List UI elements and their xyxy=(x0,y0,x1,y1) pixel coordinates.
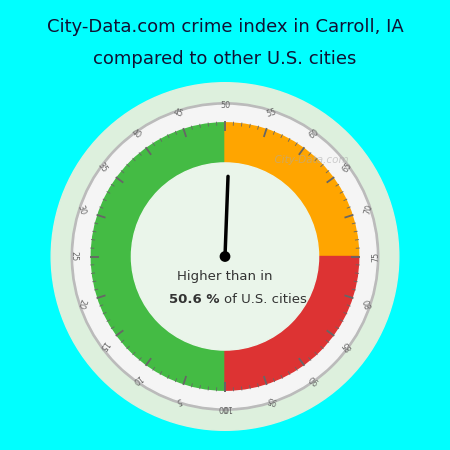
Text: City-Data.com: City-Data.com xyxy=(268,155,348,165)
Text: 75: 75 xyxy=(372,252,381,261)
Text: of U.S. cities: of U.S. cities xyxy=(224,293,306,306)
Wedge shape xyxy=(225,256,359,390)
Wedge shape xyxy=(91,123,225,390)
Text: 35: 35 xyxy=(96,161,109,175)
Text: 5: 5 xyxy=(175,395,182,405)
Text: 90: 90 xyxy=(307,372,320,385)
Text: Higher than in: Higher than in xyxy=(177,270,273,283)
Circle shape xyxy=(71,103,379,410)
Text: 50: 50 xyxy=(220,101,230,110)
Text: 0: 0 xyxy=(222,403,228,412)
Text: 10: 10 xyxy=(130,372,143,385)
Circle shape xyxy=(74,105,376,408)
Text: 60: 60 xyxy=(307,128,320,141)
Circle shape xyxy=(131,163,319,350)
Wedge shape xyxy=(225,123,359,256)
Text: compared to other U.S. cities: compared to other U.S. cities xyxy=(93,50,357,68)
Text: 50.6 %: 50.6 % xyxy=(169,293,220,306)
Text: 95: 95 xyxy=(266,394,278,406)
Text: 85: 85 xyxy=(341,338,354,352)
Text: 100: 100 xyxy=(217,403,233,412)
Text: 20: 20 xyxy=(76,297,87,310)
Text: 65: 65 xyxy=(341,161,354,175)
Circle shape xyxy=(220,252,230,261)
Text: 40: 40 xyxy=(130,128,143,141)
Text: 25: 25 xyxy=(69,252,78,261)
Text: 45: 45 xyxy=(172,107,184,119)
Text: 80: 80 xyxy=(363,297,374,309)
Text: 55: 55 xyxy=(266,107,278,119)
Text: City-Data.com crime index in Carroll, IA: City-Data.com crime index in Carroll, IA xyxy=(47,18,403,36)
Text: 70: 70 xyxy=(363,203,374,216)
Text: 30: 30 xyxy=(76,204,87,216)
Text: 15: 15 xyxy=(96,338,109,352)
Circle shape xyxy=(51,83,399,430)
